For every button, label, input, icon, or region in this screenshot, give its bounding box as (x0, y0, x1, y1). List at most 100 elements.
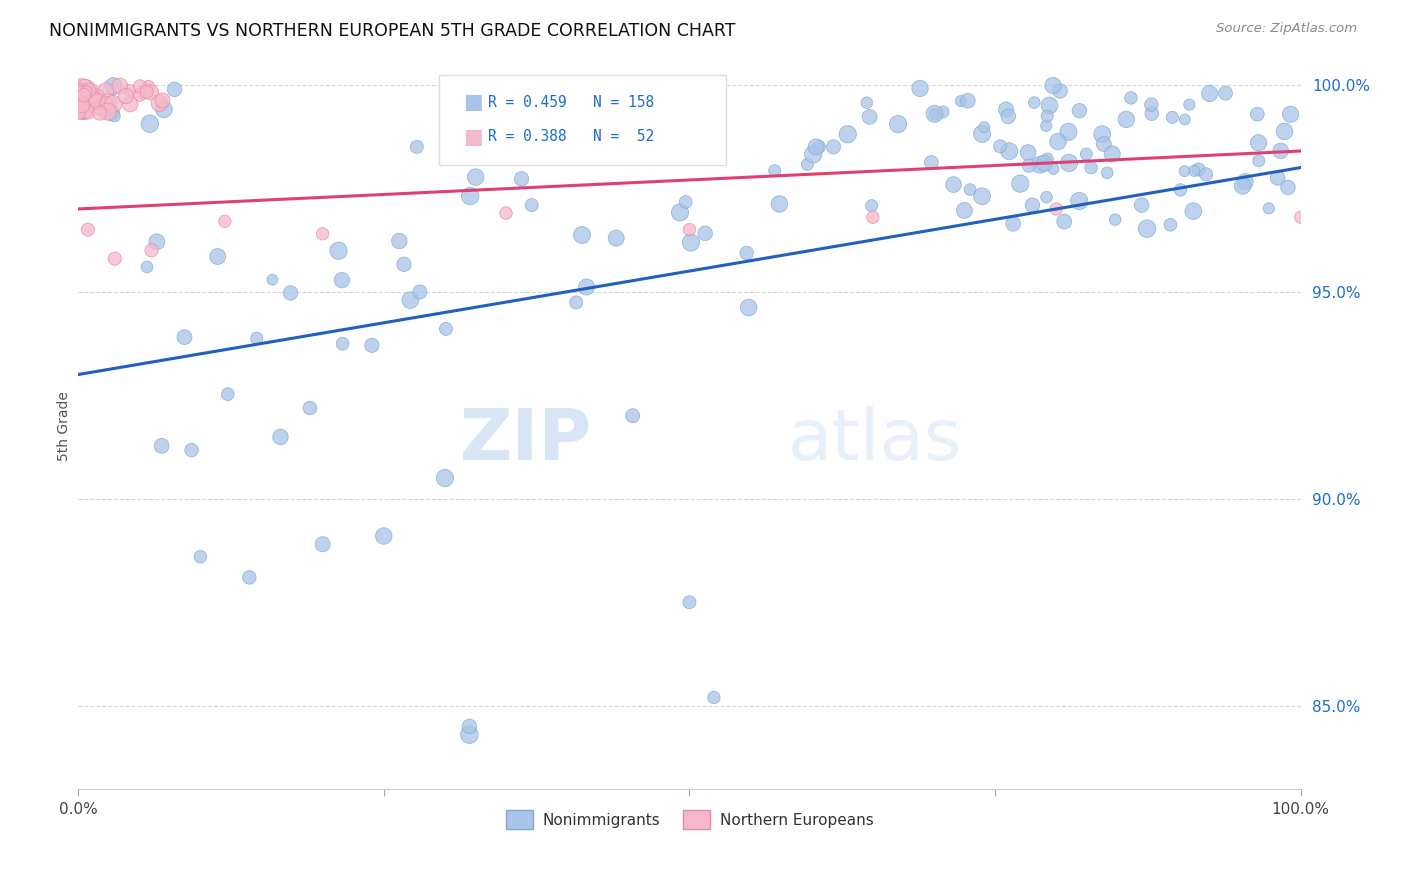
Point (1115, 112, 1137, 127)
Point (77, 83, 100, 97)
Point (73, 104, 96, 119)
Text: Source: ZipAtlas.com: Source: ZipAtlas.com (1216, 22, 1357, 36)
Point (942, 178, 965, 192)
Text: ■: ■ (463, 93, 484, 112)
Point (115, 89, 138, 103)
Point (246, 331, 269, 345)
Point (1140, 106, 1163, 120)
Point (67, 84, 90, 98)
Point (804, 140, 827, 154)
Point (1097, 166, 1119, 180)
Point (801, 147, 824, 161)
Point (959, 183, 981, 197)
Point (837, 127, 859, 141)
Point (148, 96, 170, 111)
Point (153, 103, 176, 117)
Point (1174, 112, 1197, 127)
Point (1279, 107, 1302, 121)
Point (434, 322, 457, 336)
Point (862, 211, 884, 225)
Point (953, 203, 976, 218)
Point (1036, 152, 1059, 166)
Point (859, 110, 882, 124)
Point (96, 96, 118, 111)
Text: ■: ■ (463, 127, 484, 146)
Point (1101, 147, 1123, 161)
Point (1018, 159, 1040, 173)
Point (163, 82, 186, 96)
Point (132, 86, 155, 100)
Point (108, 78, 131, 93)
Point (73, 98, 96, 112)
Point (970, 189, 993, 203)
Point (269, 430, 291, 444)
Point (1270, 144, 1292, 158)
Point (860, 199, 883, 213)
Point (1198, 87, 1220, 101)
Point (1076, 147, 1098, 161)
Point (1042, 161, 1064, 176)
Point (311, 227, 333, 241)
Point (388, 234, 411, 248)
Point (146, 235, 169, 249)
Point (621, 409, 644, 423)
Point (73, 80, 96, 95)
Point (373, 529, 395, 543)
Point (217, 387, 239, 401)
Point (1170, 183, 1192, 197)
Point (1010, 177, 1032, 191)
Point (1274, 124, 1296, 138)
Point (409, 285, 432, 299)
Point (1035, 190, 1057, 204)
Point (458, 189, 481, 203)
Point (214, 214, 236, 228)
Point (675, 194, 697, 209)
Point (1187, 162, 1209, 177)
Text: R = 0.388   N =  52: R = 0.388 N = 52 (488, 129, 654, 144)
Point (464, 170, 486, 185)
Point (1247, 153, 1270, 168)
Point (262, 273, 284, 287)
Point (1182, 164, 1205, 178)
Point (1289, 211, 1312, 225)
Point (1159, 218, 1181, 232)
Point (1024, 95, 1046, 110)
Point (970, 127, 993, 141)
Point (1267, 170, 1289, 185)
Point (1033, 156, 1056, 170)
Point (1130, 198, 1153, 212)
Point (695, 227, 717, 241)
Point (949, 94, 972, 108)
Point (1215, 86, 1237, 100)
Point (1173, 164, 1195, 178)
Point (433, 471, 456, 485)
Point (1017, 145, 1039, 160)
Point (995, 103, 1018, 117)
Point (67, 106, 90, 120)
Point (571, 228, 593, 243)
Point (1257, 202, 1279, 216)
Point (69, 86, 91, 100)
Point (69, 87, 91, 101)
Point (678, 595, 700, 609)
Point (997, 109, 1019, 123)
Point (72, 104, 94, 119)
Point (1069, 194, 1091, 208)
Point (1247, 136, 1270, 150)
Point (1136, 221, 1159, 235)
Point (298, 401, 321, 415)
Point (924, 107, 946, 121)
Point (100, 105, 122, 120)
Point (1029, 158, 1052, 172)
Point (1035, 119, 1057, 133)
Point (103, 109, 125, 123)
Point (763, 163, 786, 178)
Point (97, 95, 120, 110)
Point (152, 94, 174, 108)
Point (458, 728, 481, 742)
Point (67, 96, 90, 111)
Point (908, 81, 931, 95)
Point (1057, 156, 1080, 170)
Point (103, 97, 125, 112)
Point (1246, 107, 1268, 121)
